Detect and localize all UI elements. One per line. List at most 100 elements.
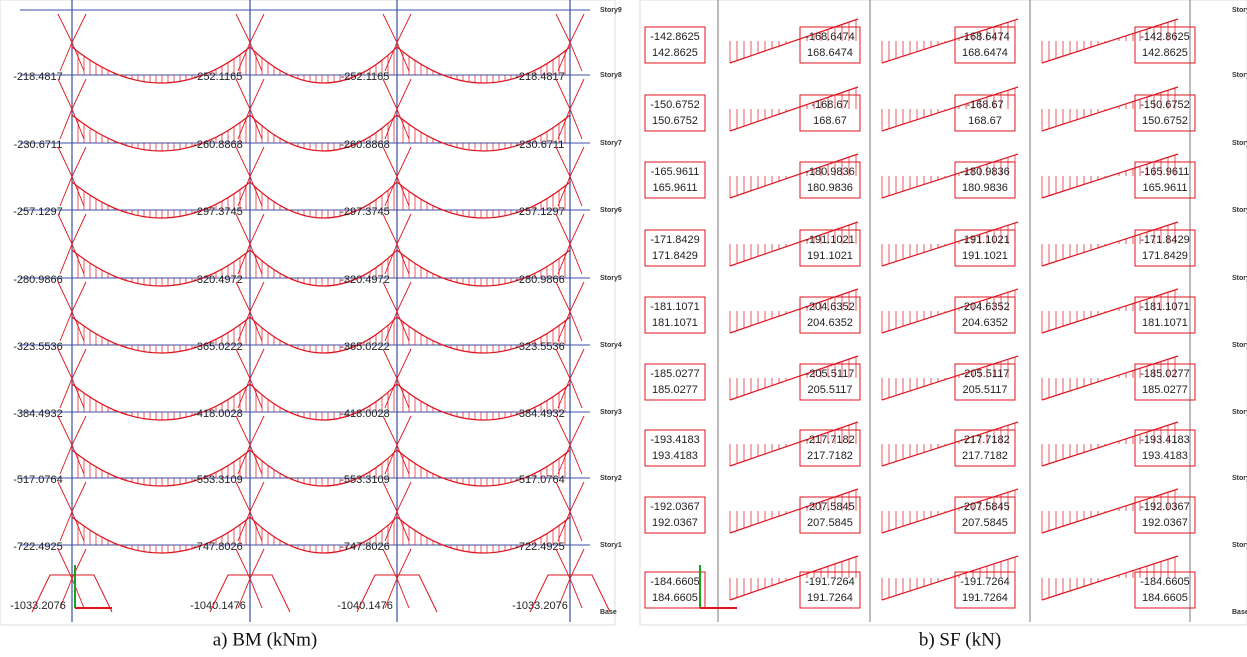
shear-label: -217.7182 [805,434,855,446]
shear-box [644,496,706,534]
shear-box [799,296,861,334]
shear-box [644,161,706,199]
shear-label: 204.6352 [807,317,853,329]
shear-label: 168.6474 [962,47,1008,59]
column-moment [555,348,585,409]
shear-label: -142.8625 [650,31,700,43]
column-moment [57,548,87,609]
shear-label: -191.1021 [805,234,855,246]
shear-line [881,488,1019,534]
shear-label: 193.4183 [652,450,698,462]
moment-label: -1033.2076 [10,600,66,612]
shear-line [1041,18,1179,64]
shear-label: -184.6605 [1140,576,1190,588]
shear-label: -205.5117 [961,368,1010,380]
moment-label: -297.3745 [340,206,390,218]
shear-line [1041,288,1179,334]
column-moment [555,146,585,207]
moment-label: -230.6711 [14,139,63,151]
shear-box [954,429,1016,467]
caption: b) SF (kN) [919,629,1001,650]
shear-label: 168.67 [968,115,1002,127]
shear-label: -165.9611 [651,166,700,178]
shear-label: 205.5117 [962,384,1007,396]
shear-line [881,221,1019,267]
story-label: Story7 [1232,140,1247,147]
shear-box [1134,571,1196,609]
moment-label: -722.4925 [515,541,565,553]
story-label: Story6 [600,207,622,214]
support [31,574,113,613]
shear-label: -171.8429 [1140,234,1190,246]
column-moment [382,481,412,542]
column-moment [235,548,265,609]
bm-panel [0,0,616,626]
column-moment [555,481,585,542]
moment-curve [396,383,571,421]
shear-label: -181.1071 [1140,301,1190,313]
moment-label: -384.4932 [515,408,565,420]
moment-label: -1040.1476 [190,600,246,612]
shear-label: 191.7264 [807,592,853,604]
story-label: Story3 [600,409,622,416]
moment-curve [396,114,571,152]
moment-label: -280.9866 [13,274,63,286]
shear-label: 191.1021 [807,250,853,262]
shear-label: 192.0367 [652,517,698,529]
moment-label: -553.3109 [340,474,390,486]
shear-label: 191.7264 [962,592,1008,604]
moment-curve [71,449,251,487]
shear-label: 150.6752 [1142,115,1188,127]
shear-label: 165.9611 [652,182,697,194]
column-moment [235,281,265,342]
column-moment [235,481,265,542]
shear-box [644,571,706,609]
shear-line [881,18,1019,64]
shear-box [1134,161,1196,199]
moment-curve [396,316,571,354]
shear-label: 181.1071 [652,317,698,329]
shear-label: -150.6752 [1140,99,1190,111]
moment-label: -747.8026 [340,541,390,553]
shear-box [1134,296,1196,334]
moment-label: -260.8868 [193,139,243,151]
column-moment [382,146,412,207]
shear-box [1134,229,1196,267]
column-moment [57,213,87,275]
shear-box [644,363,706,401]
shear-line [881,288,1019,334]
shear-label: -181.1071 [650,301,700,313]
shear-label: -191.7264 [960,576,1010,588]
moment-label: -747.8026 [193,541,243,553]
story-label: Story6 [1232,207,1247,214]
story-label: Story1 [600,542,622,549]
shear-box [644,26,706,64]
column-moment [57,415,87,475]
column-moment [235,348,265,409]
story-label: Story9 [600,7,622,14]
story-label: Story9 [1232,7,1247,14]
story-label: Story1 [1232,542,1247,549]
story-label: Story8 [1232,72,1247,79]
shear-box [1134,26,1196,64]
shear-box [799,26,861,64]
column-moment [235,13,265,72]
shear-label: 184.6605 [652,592,698,604]
shear-label: 207.5845 [807,517,853,529]
story-label: Story4 [1232,342,1247,349]
shear-line [1041,555,1179,601]
moment-label: -384.4932 [13,408,63,420]
shear-box [799,571,861,609]
shear-label: 207.5845 [962,517,1008,529]
shear-line [1041,488,1179,534]
shear-label: 142.8625 [652,47,698,59]
moment-curve [249,249,398,287]
column-moment [555,213,585,275]
moment-label: -280.9866 [515,274,565,286]
story-label: Story2 [600,475,622,482]
column-moment [382,548,412,609]
moment-label: -722.4925 [13,541,63,553]
shear-label: -205.5117 [806,368,855,380]
story-label: Story5 [1232,275,1247,282]
